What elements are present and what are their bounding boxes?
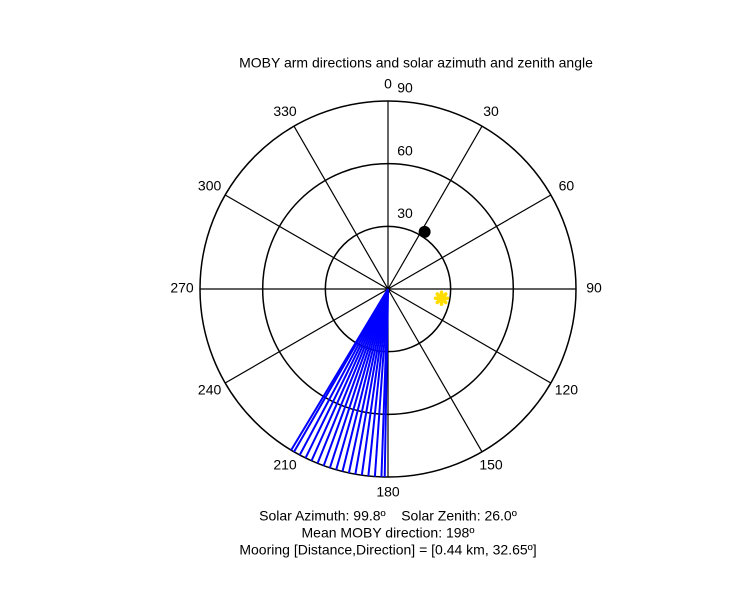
- arm-direction: [322, 288, 389, 467]
- arm-direction: [328, 288, 389, 469]
- grid-ring: [324, 225, 452, 353]
- arm-direction: [354, 288, 389, 475]
- theta-tick-label: 0: [384, 76, 392, 92]
- r-tick-label: 90: [397, 80, 413, 96]
- theta-tick-label: 120: [555, 382, 579, 398]
- arm-direction: [373, 288, 389, 477]
- arm-direction: [298, 288, 389, 456]
- arm-direction: [380, 288, 389, 477]
- r-tick-label: 60: [397, 142, 413, 158]
- arm-direction: [360, 288, 389, 476]
- mooring-marker: [418, 225, 431, 238]
- grid-spoke: [224, 194, 389, 290]
- arm-direction: [335, 288, 389, 470]
- arm-direction: [341, 288, 389, 472]
- theta-tick-label: 300: [198, 178, 222, 194]
- theta-tick-label: 240: [198, 382, 222, 398]
- theta-tick-label: 60: [559, 178, 575, 194]
- arm-direction: [290, 288, 389, 451]
- theta-tick-label: 180: [376, 484, 400, 500]
- theta-tick-label: 90: [586, 280, 602, 296]
- grid-spoke: [293, 125, 389, 290]
- arm-direction: [310, 288, 389, 462]
- grid-spoke: [387, 288, 552, 384]
- annotation: Mooring [Distance,Direction] = [0.44 km,…: [239, 542, 536, 558]
- r-tick-label: 30: [397, 205, 413, 221]
- arm-direction: [304, 288, 389, 459]
- theta-tick-label: 210: [273, 456, 297, 472]
- arm-direction: [316, 288, 389, 464]
- theta-tick-label: 30: [483, 103, 499, 119]
- arm-direction: [367, 288, 389, 477]
- theta-tick-label: 330: [273, 103, 297, 119]
- grid-ring: [261, 162, 515, 416]
- annotation: Solar Azimuth: 99.8º Solar Zenith: 26.0º: [259, 508, 517, 524]
- annotation: Mean MOBY direction: 198º: [302, 525, 475, 541]
- theta-tick-label: 270: [170, 280, 194, 296]
- theta-tick-label: 150: [479, 456, 503, 472]
- chart-title: MOBY arm directions and solar azimuth an…: [239, 55, 593, 71]
- grid-ring: [199, 100, 577, 478]
- arm-direction: [347, 288, 389, 474]
- grid-spoke: [387, 288, 483, 453]
- grid-spoke: [387, 125, 483, 290]
- grid-spoke: [224, 288, 389, 384]
- grid-spoke: [387, 194, 552, 290]
- sun-marker: [433, 290, 450, 306]
